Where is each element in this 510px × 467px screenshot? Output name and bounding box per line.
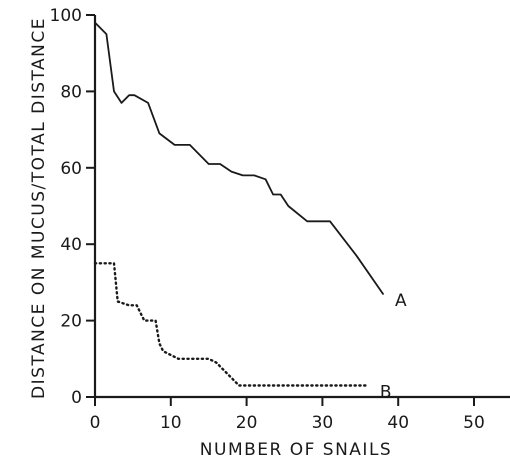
- axes: [93, 15, 510, 399]
- x-tick-label: 20: [236, 413, 258, 433]
- series-line-a: [94, 21, 384, 295]
- y-tick-label: 80: [60, 82, 82, 102]
- series-labels: AB: [380, 291, 407, 403]
- y-tick-label: 40: [60, 235, 82, 255]
- x-tick-label: 30: [312, 413, 334, 433]
- y-tick-label: 100: [50, 6, 82, 26]
- y-axis-title: DISTANCE ON MUCUS/TOTAL DISTANCE: [29, 17, 49, 399]
- y-tick-label: 20: [60, 312, 82, 332]
- series-label-b: B: [380, 383, 392, 403]
- series-label-a: A: [395, 291, 407, 311]
- x-tick-label: 0: [90, 413, 101, 433]
- x-tick-label: 10: [160, 413, 182, 433]
- x-tick-label: 40: [387, 413, 409, 433]
- y-tick-label: 0: [71, 388, 82, 408]
- series-lines: [93, 21, 384, 387]
- tick-marks: [86, 14, 475, 406]
- x-tick-label: 50: [463, 413, 485, 433]
- x-axis-title: NUMBER OF SNAILS: [200, 440, 392, 460]
- series-line-b: [93, 262, 370, 387]
- y-tick-label: 60: [60, 159, 82, 179]
- tick-labels: 0 10 20 30 40 50 0 20 40 60 80 100: [50, 6, 485, 433]
